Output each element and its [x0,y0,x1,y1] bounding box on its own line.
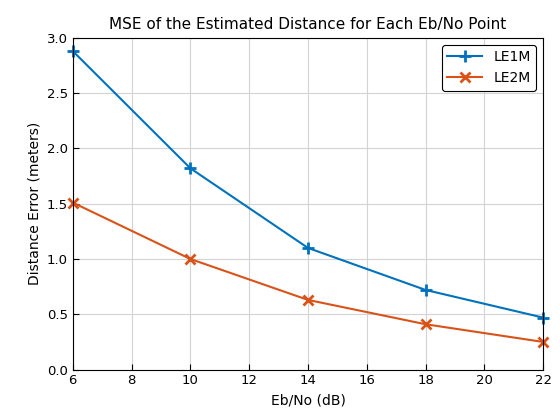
LE2M [305,297,311,302]
LE2M [422,322,429,327]
Line: LE2M: LE2M [68,198,548,347]
LE1M [69,49,76,54]
Legend: LE1M, LE2M: LE1M, LE2M [442,45,536,91]
LE1M [422,287,429,292]
X-axis label: Eb/No (dB): Eb/No (dB) [270,393,346,407]
LE1M [305,245,311,250]
LE2M [69,200,76,205]
LE2M [187,257,194,262]
Line: LE1M: LE1M [67,45,549,324]
LE1M [187,166,194,171]
Title: MSE of the Estimated Distance for Each Eb/No Point: MSE of the Estimated Distance for Each E… [109,18,507,32]
LE1M [540,315,547,320]
Y-axis label: Distance Error (meters): Distance Error (meters) [27,122,41,285]
LE2M [540,339,547,344]
